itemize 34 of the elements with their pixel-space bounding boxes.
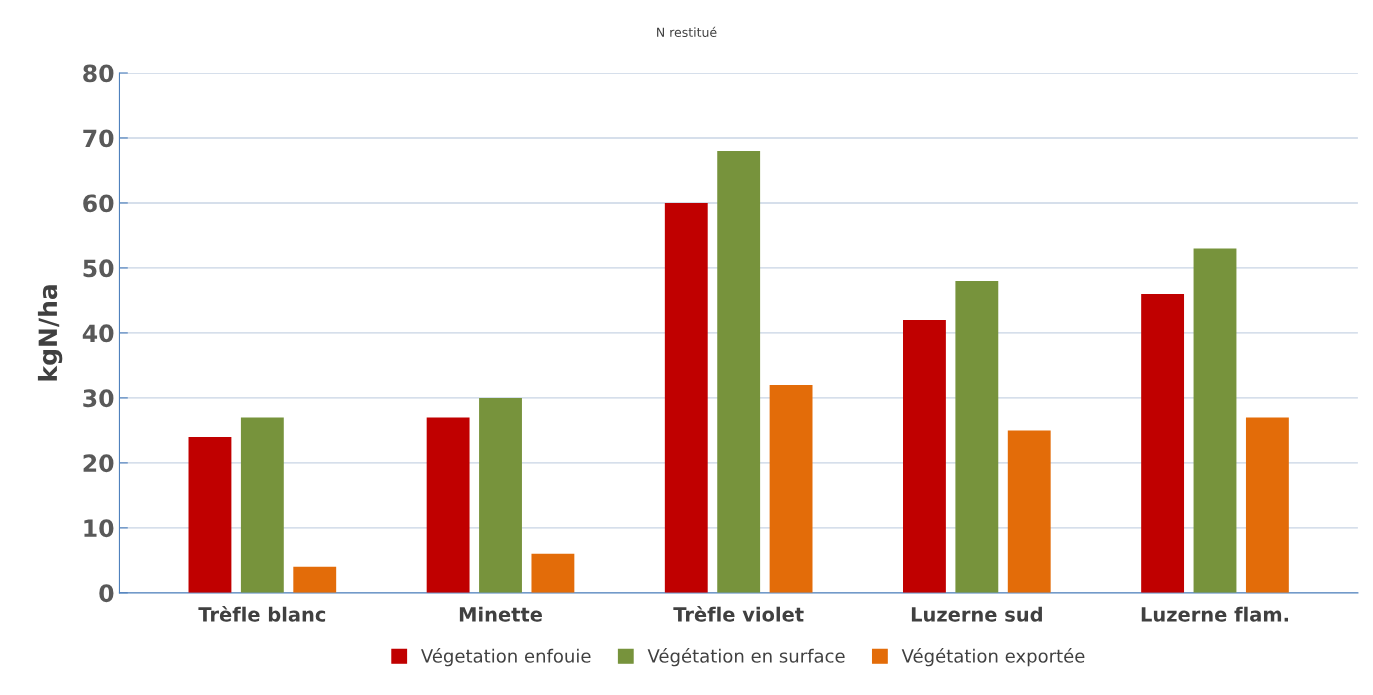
y-tick-label: 70 (83, 129, 114, 148)
y-tick-label: 30 (83, 389, 114, 408)
bar (717, 150, 761, 593)
bar (1141, 293, 1185, 593)
y-tick-label: 40 (82, 324, 114, 343)
bar (479, 397, 522, 593)
x-tick-label: Trèfle blanc (198, 605, 326, 622)
y-tick-label: 0 (99, 584, 114, 603)
x-tick-label: Minette (459, 606, 542, 622)
y-tick-label: 50 (83, 259, 114, 278)
bar (1245, 417, 1289, 593)
bar (664, 202, 708, 593)
y-tick-label: 10 (84, 519, 114, 538)
bar (531, 553, 575, 593)
bar (955, 280, 999, 593)
y-axis-title: kgN/ha (37, 285, 63, 381)
bar (293, 566, 337, 593)
bar (188, 436, 232, 593)
bar (903, 319, 946, 593)
y-tick-label: 20 (83, 454, 114, 473)
bar (240, 417, 284, 593)
bar (1007, 430, 1051, 593)
legend-label: Végétation en surface (647, 648, 845, 667)
bar (1193, 248, 1237, 593)
x-tick-label: Luzerne sud (911, 606, 1042, 622)
bar (769, 384, 813, 593)
bar (426, 417, 470, 593)
chart-title: N restitué (657, 26, 717, 37)
x-tick-label: Trèfle violet (673, 605, 804, 622)
legend-label: Végétation exportée (901, 648, 1085, 667)
legend-label: Végetation enfouie (421, 648, 591, 667)
y-tick-label: 80 (83, 64, 114, 83)
x-tick-label: Luzerne flam. (1141, 606, 1289, 622)
y-tick-label: 60 (83, 194, 114, 213)
